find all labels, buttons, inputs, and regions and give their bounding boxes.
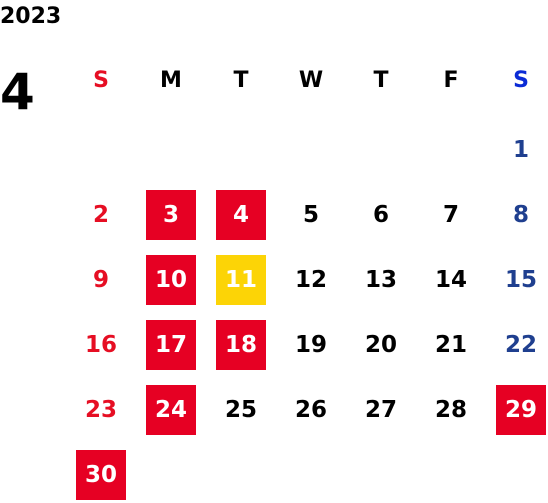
calendar-day[interactable]: 5 (302, 202, 319, 228)
weekday-header: S (513, 68, 529, 93)
weekday-header: F (443, 68, 459, 93)
calendar-day[interactable]: 20 (364, 332, 397, 358)
calendar-day[interactable]: 6 (372, 202, 389, 228)
calendar-day[interactable]: 4 (216, 190, 266, 240)
calendar-day[interactable]: 7 (442, 202, 459, 228)
calendar-day[interactable]: 29 (496, 385, 546, 435)
calendar-day[interactable]: 11 (216, 255, 266, 305)
calendar-day[interactable]: 18 (216, 320, 266, 370)
year-label: 2023 (0, 4, 62, 29)
calendar-day[interactable]: 13 (364, 267, 397, 293)
calendar-day[interactable]: 28 (434, 397, 467, 423)
weekday-header: T (233, 68, 249, 93)
calendar-day[interactable]: 30 (76, 450, 126, 500)
calendar-day[interactable]: 16 (84, 332, 117, 358)
calendar-day[interactable]: 27 (364, 397, 397, 423)
calendar-day[interactable]: 12 (294, 267, 327, 293)
calendar-day[interactable]: 25 (224, 397, 257, 423)
calendar-day[interactable]: 3 (146, 190, 196, 240)
calendar-day[interactable]: 26 (294, 397, 327, 423)
calendar-day[interactable]: 21 (434, 332, 467, 358)
calendar-day[interactable]: 24 (146, 385, 196, 435)
calendar-day[interactable]: 15 (504, 267, 537, 293)
calendar-day[interactable]: 1 (512, 137, 529, 163)
weekday-header: W (298, 68, 324, 93)
calendar-day[interactable]: 2 (92, 202, 109, 228)
calendar-day[interactable]: 8 (512, 202, 529, 228)
weekday-header: M (160, 68, 182, 93)
calendar-day[interactable]: 17 (146, 320, 196, 370)
calendar-day[interactable]: 19 (294, 332, 327, 358)
calendar-day[interactable]: 9 (92, 267, 109, 293)
weekday-header: T (373, 68, 389, 93)
month-number: 4 (0, 63, 35, 121)
calendar-day[interactable]: 10 (146, 255, 196, 305)
calendar-day[interactable]: 14 (434, 267, 467, 293)
calendar-day[interactable]: 22 (504, 332, 537, 358)
calendar-day[interactable]: 23 (84, 397, 117, 423)
weekday-header: S (93, 68, 109, 93)
